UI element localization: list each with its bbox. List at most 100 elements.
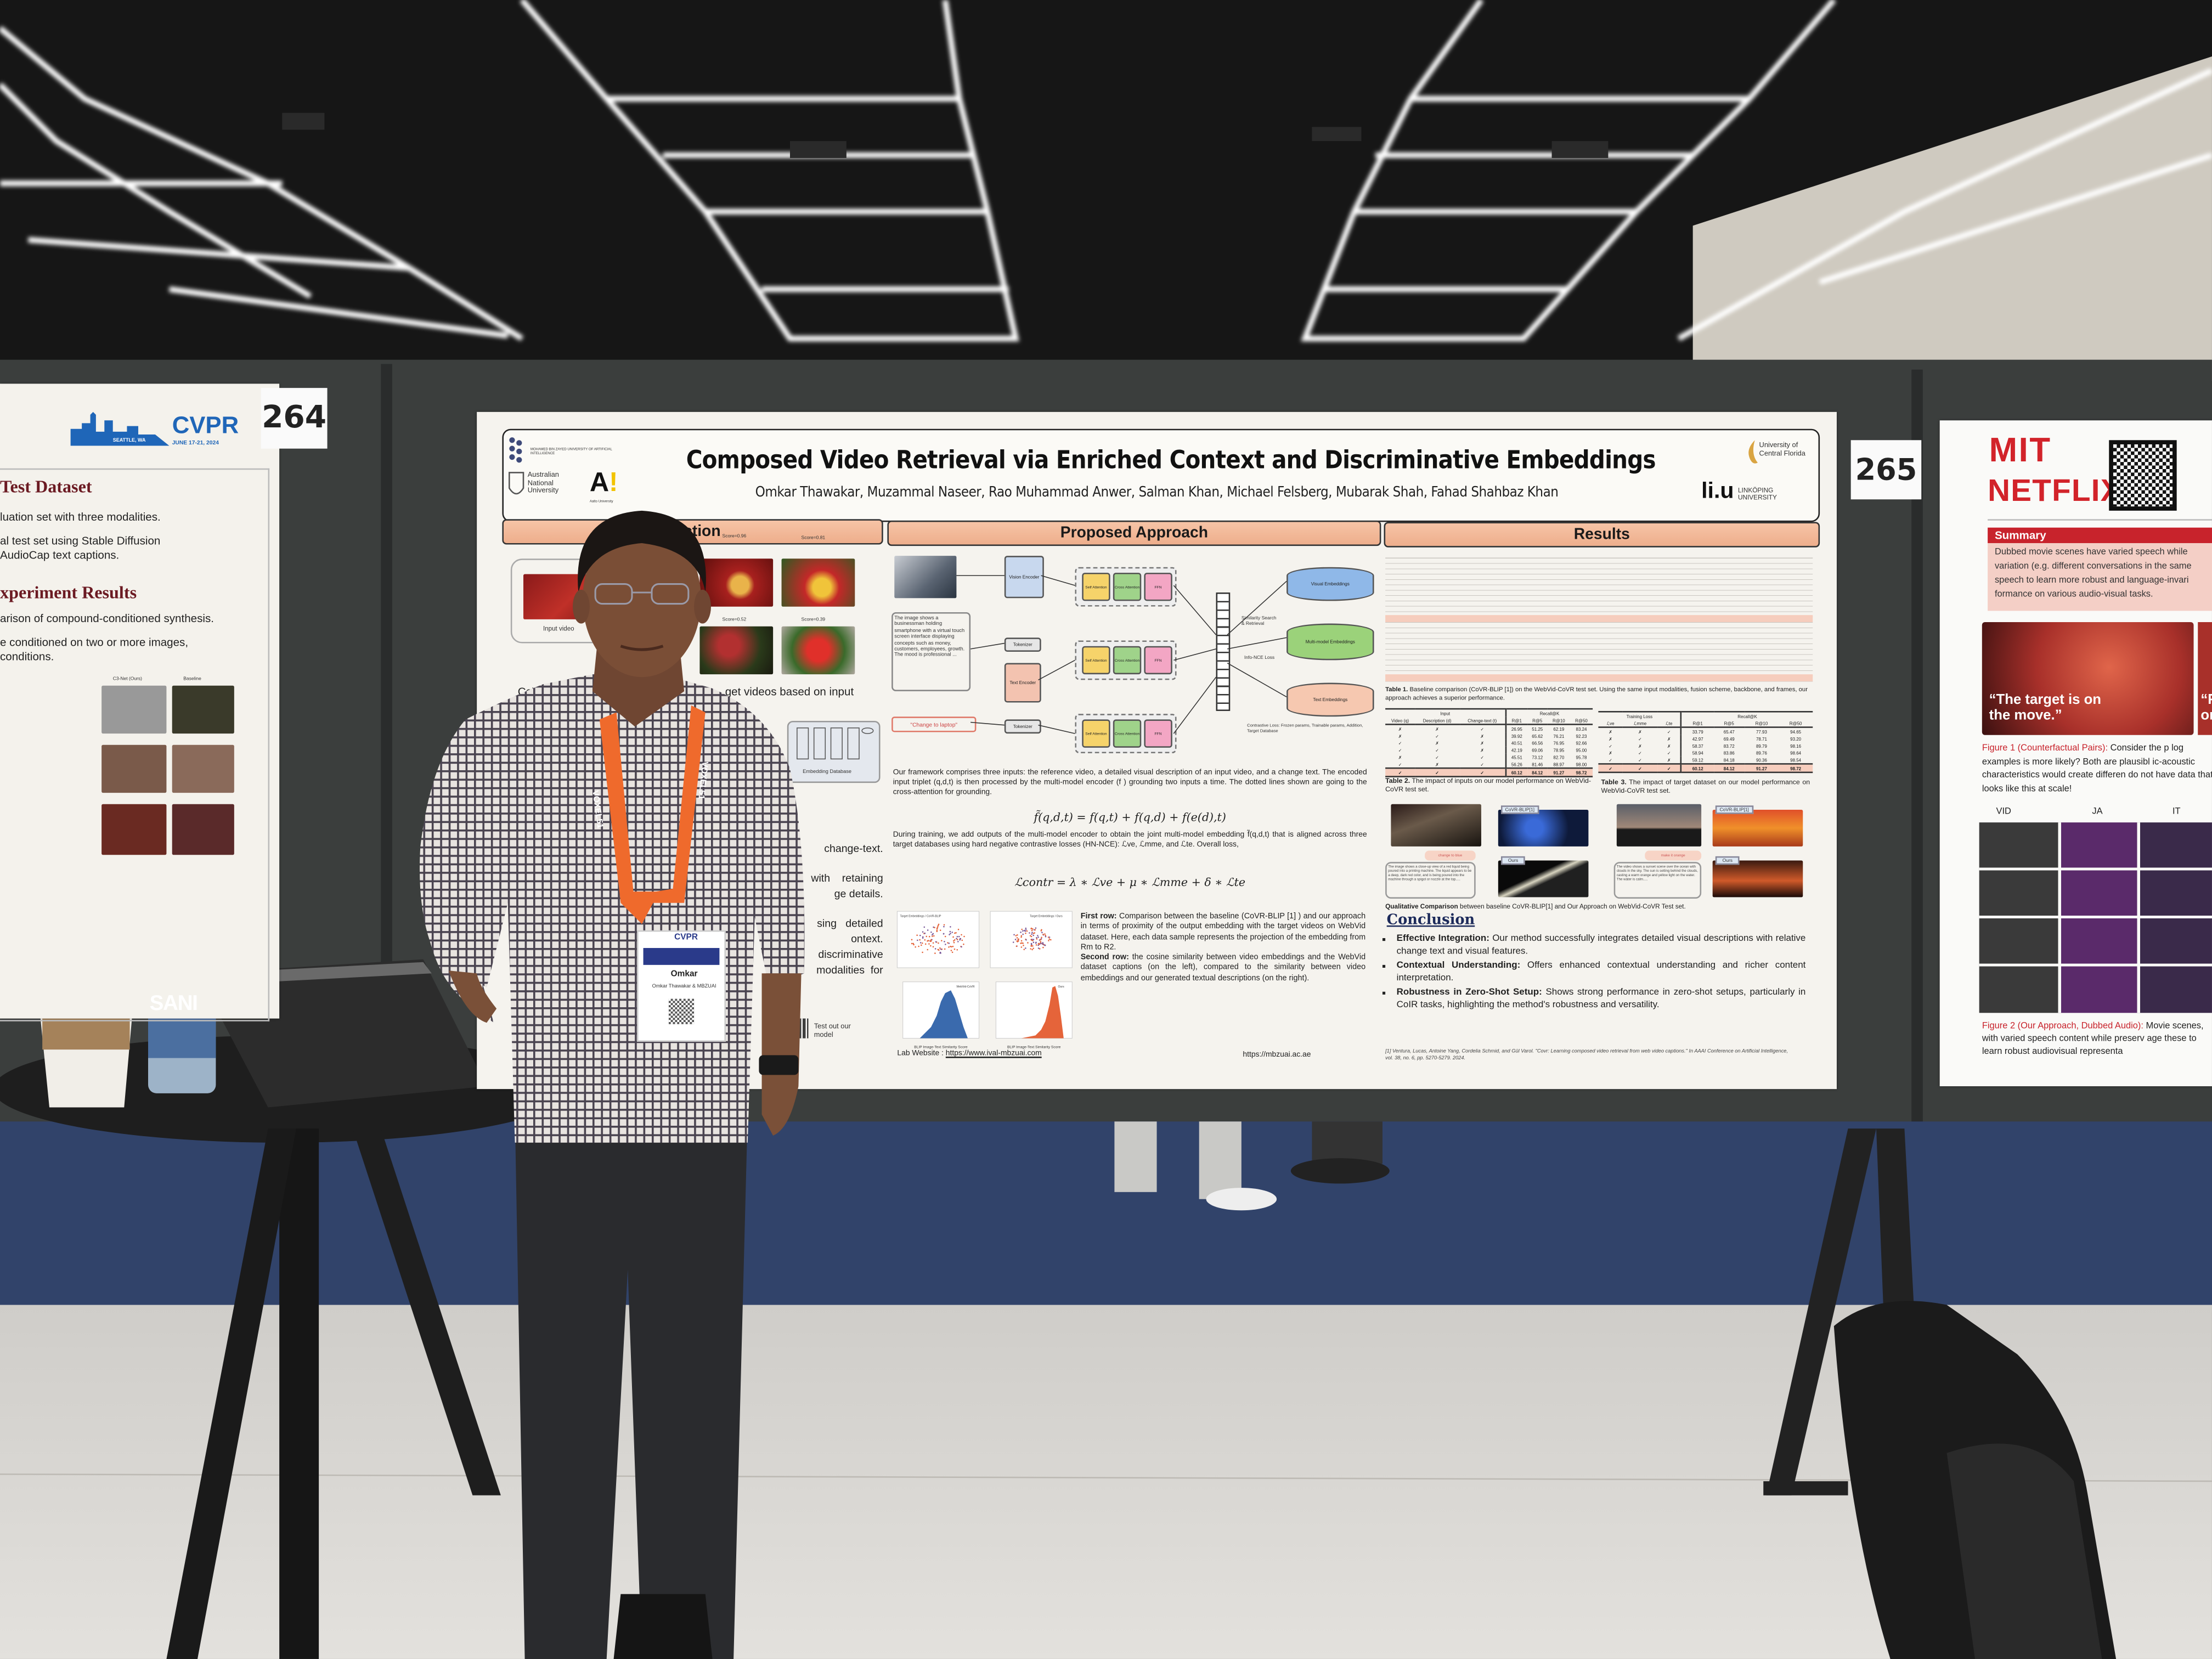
reference-video-thumbnail — [894, 556, 957, 599]
table-cell: 84.12 — [1527, 767, 1548, 777]
scatter-point — [952, 945, 954, 947]
lab-website-link[interactable]: https://www.ival-mbzuai.com — [945, 1049, 1042, 1058]
conclusion-item-title: Contextual Understanding: — [1396, 961, 1521, 971]
approach-paragraph-2: During training, we add outputs of the m… — [893, 831, 1367, 849]
table-cell: 62.19 — [1553, 725, 1565, 732]
fusion-sublayer: Cross Attention — [1113, 646, 1142, 675]
scatter-point — [943, 933, 945, 935]
scatter-point — [1042, 946, 1044, 949]
table-cell: 91.27 — [1744, 763, 1779, 774]
scatter-point — [930, 940, 932, 942]
scatter-point — [1025, 932, 1026, 934]
table-cell: ✓ — [1480, 725, 1485, 732]
intro-text-b: get videos based on input — [725, 685, 854, 698]
scatter-point — [1048, 940, 1049, 941]
scatter-point — [951, 951, 953, 953]
mbzuai-logo-text: MOHAMED BIN ZAYED UNIVERSITY OF ARTIFICI… — [530, 447, 612, 456]
project-qr-code[interactable] — [2109, 440, 2177, 511]
table-column-header: R@5 — [1713, 719, 1745, 728]
table-group-header: Input — [1385, 708, 1506, 717]
fusion-sublayer: FFN — [1144, 572, 1172, 601]
left-line: al test set using Stable Diffusion — [0, 534, 161, 548]
table-cell: 39.92 — [1505, 732, 1527, 740]
table-cell: ✗ — [1609, 735, 1612, 742]
model-demo-qr-code[interactable] — [789, 1018, 809, 1039]
floor — [0, 1305, 2212, 1659]
scatter-point — [1017, 940, 1019, 942]
table-row: ✗ ✗ ✓ 33.79 65.47 77.93 94.65 — [1598, 727, 1813, 735]
plot-xlabel: BLIP Image-Text Similarity Score — [914, 1046, 968, 1049]
caption-bold: Qualitative Comparison — [1385, 902, 1458, 910]
table-column-header: R@50 — [1779, 719, 1813, 728]
lab-website-label: Lab Website : — [897, 1049, 946, 1058]
scatter-point — [1036, 936, 1037, 939]
approach-paragraph-1: Our framework comprises three inputs: th… — [893, 769, 1367, 797]
figure-2-caption: Figure 2 (Our Approach, Dubbed Audio): M… — [1982, 1020, 2212, 1058]
table-row: ✗ ✓ ✓ 58.94 83.86 89.76 98.64 — [1598, 749, 1813, 757]
similarity-search-label: Similarity Search & Retrieval — [1241, 615, 1277, 627]
table-cell: 92.23 — [1576, 732, 1587, 739]
table-column-header: R@10 — [1547, 716, 1570, 725]
table-cell: ✓ — [1435, 732, 1439, 739]
table-cell: ✗ — [1667, 742, 1671, 749]
scatter-point — [1023, 929, 1025, 932]
text-encoder-block: Text Encoder — [1004, 663, 1041, 703]
table-cell: 73.12 — [1532, 754, 1543, 760]
scatter-point — [911, 939, 913, 941]
table-column-header: R@1 — [1680, 719, 1714, 728]
table-2-caption: Table 2. The impact of inputs on our mod… — [1385, 778, 1593, 795]
ceiling — [0, 0, 2212, 381]
scatter-point — [961, 934, 962, 936]
table-row: ✓ ✓ ✓ 60.12 84.12 91.27 98.72 — [1598, 763, 1813, 774]
scatter-point — [1024, 930, 1026, 932]
retrieved-video-thumbnail — [781, 626, 855, 675]
cvpr-logo-name: CVPR — [172, 411, 239, 439]
scatter-point — [1012, 941, 1014, 943]
university-website-link[interactable]: https://mbzuai.ac.ae — [1243, 1051, 1311, 1060]
scatter-point — [912, 943, 914, 945]
left-heading-test-dataset: Test Dataset — [0, 477, 92, 497]
table-cell: ✗ — [1667, 757, 1671, 763]
query-video-2 — [1616, 804, 1702, 847]
table-cell: ✗ — [1609, 749, 1612, 755]
scatter-point — [1020, 932, 1022, 933]
table-cell: ✗ — [1667, 735, 1671, 742]
scatter-point — [1020, 940, 1023, 942]
scatter-point — [1045, 934, 1046, 936]
scatter-point — [1015, 935, 1017, 936]
figure-1-image-2: “R on — [2198, 622, 2212, 735]
table-column-header: ℒmme — [1622, 719, 1658, 728]
scatter-point — [953, 941, 955, 944]
scatter-point — [921, 944, 922, 946]
scatter-point — [1030, 948, 1032, 950]
caption-bold: Table 3. — [1601, 780, 1627, 787]
liu-logo-text: LINKÖPING UNIVERSITY — [1737, 487, 1777, 501]
qr-caption: Test out our model — [814, 1023, 851, 1040]
scatter-point — [1032, 939, 1035, 940]
lab-website: Lab Website : https://www.ival-mbzuai.co… — [897, 1049, 1041, 1058]
badge-qr-code — [668, 998, 695, 1024]
scatter-point — [919, 942, 922, 944]
table-cell: ✓ — [1435, 754, 1439, 760]
table-cell: 93.20 — [1790, 735, 1802, 742]
fusion-sublayer: Cross Attention — [1113, 719, 1142, 748]
cvpr-logo-city: SEATTLE, WA — [112, 437, 146, 443]
netflix-logo: NETFLIX — [1988, 472, 2122, 508]
scatter-point — [1014, 939, 1017, 940]
language-label: JA — [2092, 806, 2103, 817]
scatter-point — [961, 946, 962, 948]
scatter-point — [936, 926, 939, 928]
left-line: luation set with three modalities. — [0, 510, 161, 523]
table-cell: 59.12 — [1680, 756, 1714, 764]
scatter-point — [957, 928, 960, 930]
table-row: ✓ ✗ ✗ 58.37 83.72 89.79 98.16 — [1598, 742, 1813, 749]
reference-citation: [1] Ventura, Lucas, Antoine Yang, Cordel… — [1385, 1048, 1788, 1060]
ours-tag: Ours — [1715, 856, 1740, 865]
backpack — [1833, 1301, 2117, 1659]
conclusion-item-text: Offers enhanced contextual understanding… — [1396, 961, 1806, 983]
badge-affiliation: Omkar Thawakar & MBZUAI — [652, 983, 716, 989]
vision-encoder-block: Vision Encoder — [1004, 556, 1044, 599]
scatter-point — [911, 943, 913, 945]
table-cell: 90.36 — [1756, 757, 1767, 763]
scatter-point — [924, 943, 927, 945]
